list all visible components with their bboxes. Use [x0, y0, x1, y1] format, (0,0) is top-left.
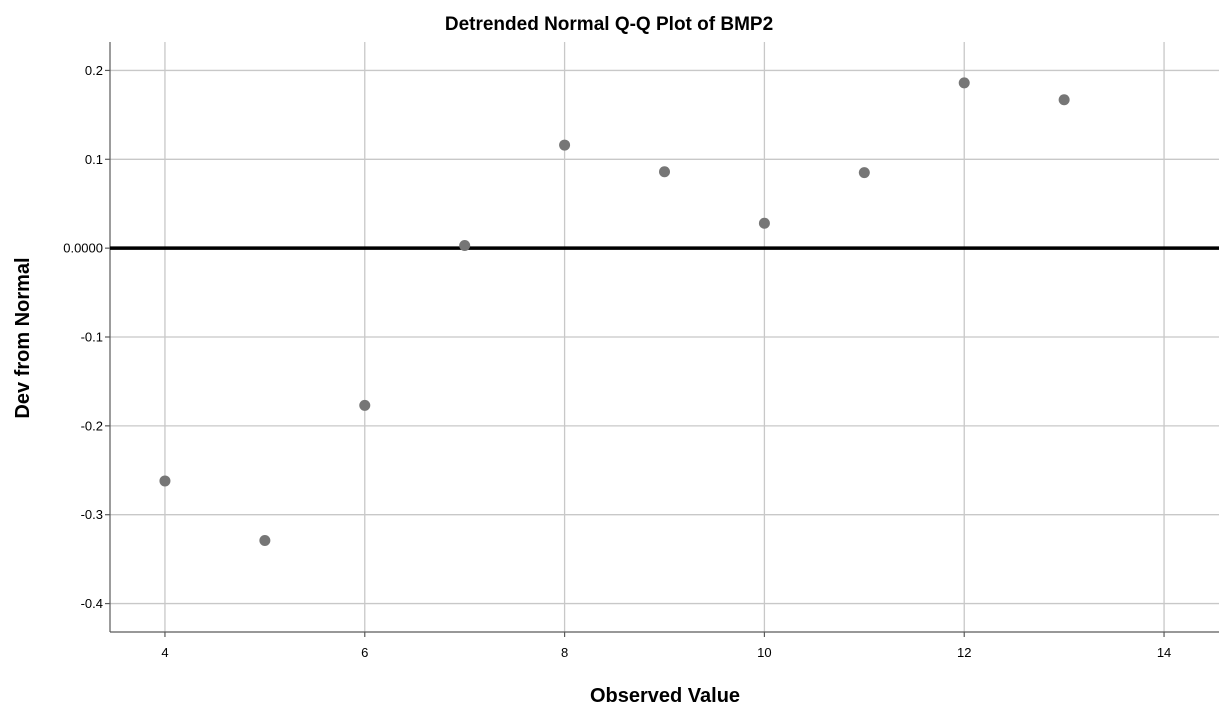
y-tick-label: 0.0000	[63, 241, 103, 256]
data-point	[159, 475, 171, 487]
data-point	[659, 166, 670, 178]
x-tick-label: 6	[361, 645, 368, 660]
data-point	[858, 167, 870, 179]
data-points	[159, 77, 1070, 546]
y-tick-label: -0.3	[81, 507, 103, 522]
axes	[105, 42, 1219, 637]
x-tick-label: 14	[1157, 645, 1171, 660]
tick-labels: 4 6 8 10 12 14 0.2 0.1 0.0000 -0.1 -0.2 -0.3 -0.4	[63, 63, 1171, 660]
x-tick-label: 8	[561, 645, 568, 660]
gridlines	[110, 42, 1219, 632]
x-tick-label: 10	[757, 645, 771, 660]
y-tick-label: 0.1	[85, 152, 103, 167]
x-tick-label: 12	[957, 645, 971, 660]
data-point	[559, 139, 571, 151]
y-tick-label: 0.2	[85, 63, 103, 78]
y-tick-label: -0.4	[81, 596, 103, 611]
y-axis-label: Dev from Normal	[12, 257, 34, 418]
data-point	[359, 399, 371, 411]
data-point	[758, 217, 770, 229]
data-point	[958, 77, 970, 89]
y-tick-label: -0.1	[81, 330, 103, 345]
data-point	[1058, 94, 1070, 106]
data-point	[459, 239, 471, 251]
data-point	[259, 534, 271, 546]
y-tick-label: -0.2	[81, 418, 103, 433]
x-tick-label: 4	[161, 645, 168, 660]
chart-title: Detrended Normal Q-Q Plot of BMP2	[445, 14, 773, 35]
x-axis-label: Observed Value	[590, 685, 740, 707]
